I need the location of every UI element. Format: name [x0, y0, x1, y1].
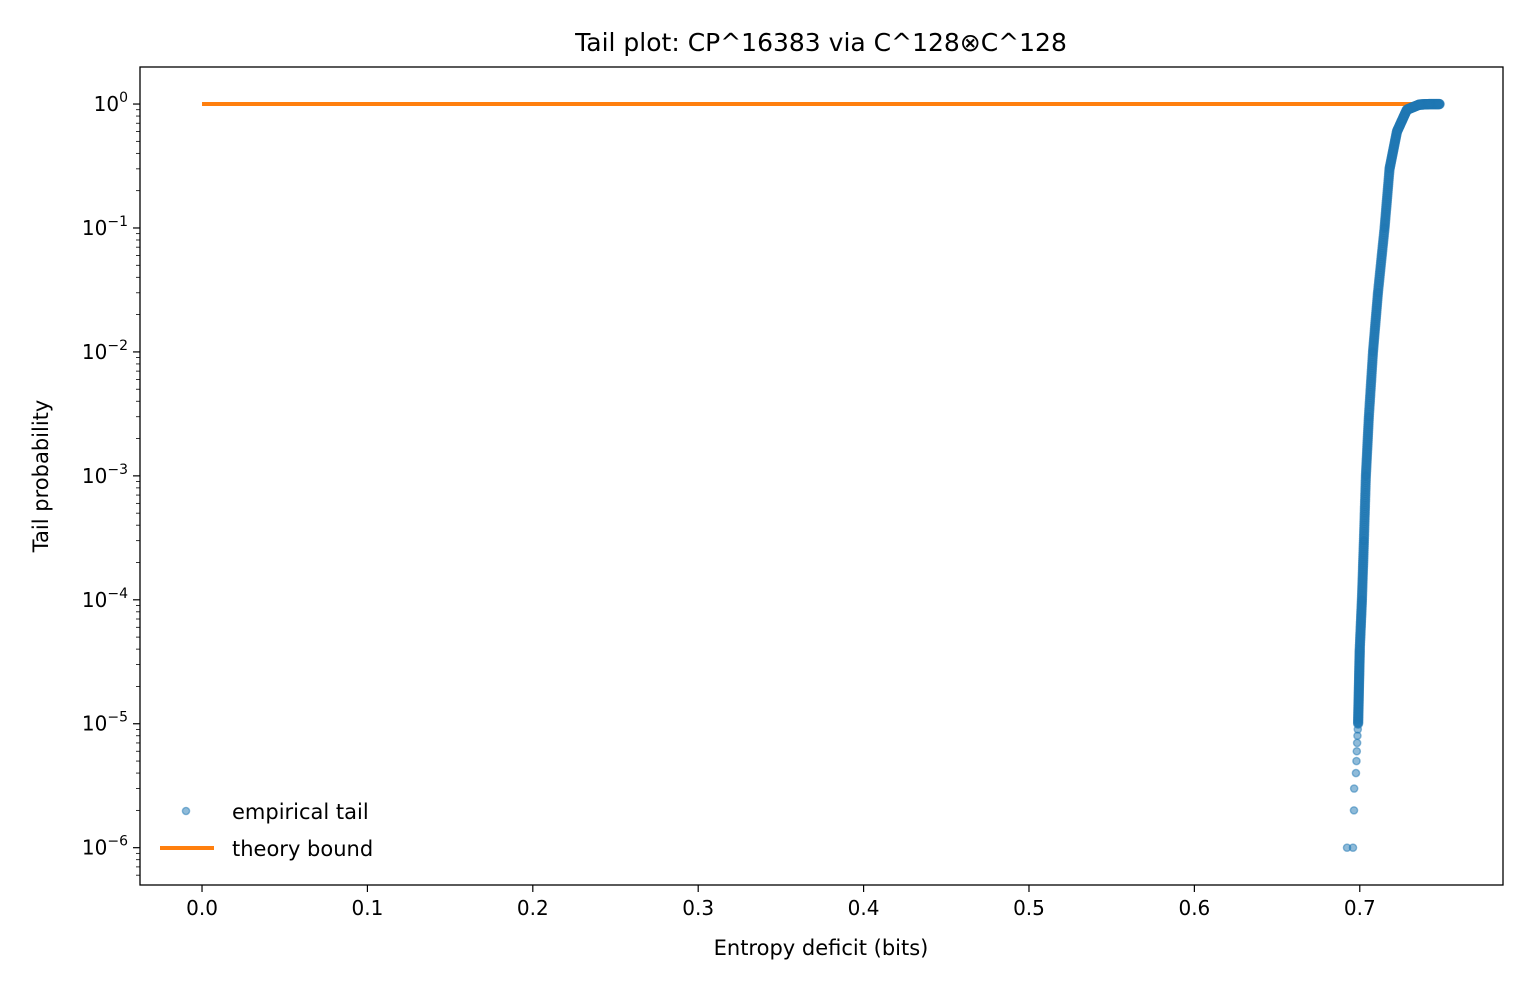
legend-marker-empirical	[181, 806, 191, 816]
y-tick-label: 10−2	[82, 338, 128, 364]
y-tick-label: 10−6	[82, 834, 128, 860]
chart-title: Tail plot: CP^16383 via C^128⊗C^128	[574, 28, 1067, 57]
x-tick-label: 0.0	[186, 896, 218, 920]
empirical-point	[1415, 100, 1424, 109]
empirical-point	[1357, 595, 1367, 605]
x-axis-label: Entropy deficit (bits)	[714, 936, 929, 960]
empirical-point	[1352, 746, 1362, 756]
empirical-point	[1352, 738, 1362, 748]
x-tick-label: 0.3	[682, 896, 714, 920]
y-axis-label: Tail probability	[29, 400, 53, 554]
y-tick-label: 10−1	[82, 214, 128, 240]
empirical-point	[1354, 682, 1364, 691]
legend: empirical tail theory bound	[160, 800, 373, 861]
y-tick-label: 10−3	[82, 462, 128, 488]
empirical-point	[1368, 347, 1378, 357]
x-tick-label: 0.2	[517, 896, 549, 920]
empirical-point	[1392, 127, 1402, 136]
legend-label-theory: theory bound	[232, 837, 373, 861]
empirical-point	[1385, 164, 1394, 174]
empirical-point	[1361, 471, 1371, 481]
plot-area	[202, 98, 1445, 852]
empirical-point	[1373, 288, 1383, 298]
empirical-point	[1348, 843, 1358, 852]
x-tick-label: 0.4	[848, 896, 880, 920]
y-axis: 100 10−1 10−2 10−3 10−4 10−5 10−6	[82, 90, 140, 876]
empirical-point	[1435, 99, 1445, 109]
empirical-point	[1349, 784, 1359, 793]
x-tick-label: 0.6	[1178, 896, 1210, 920]
empirical-point	[1402, 105, 1412, 115]
y-tick-label: 100	[94, 90, 128, 116]
legend-label-empirical: empirical tail	[232, 800, 369, 824]
empirical-point	[1359, 536, 1369, 545]
empirical-point	[1352, 756, 1361, 766]
x-tick-label: 0.5	[1013, 896, 1045, 920]
empirical-point	[1351, 768, 1361, 778]
empirical-point	[1380, 223, 1389, 233]
empirical-point	[1424, 99, 1434, 109]
empirical-point	[1353, 719, 1363, 729]
x-axis: 0.0 0.1 0.2 0.3 0.4 0.5 0.6 0.7	[186, 885, 1376, 920]
axes-frame	[139, 66, 1504, 886]
y-tick-label: 10−5	[82, 710, 128, 736]
x-tick-label: 0.1	[352, 896, 384, 920]
x-tick-label: 0.7	[1344, 896, 1376, 920]
empirical-point	[1364, 412, 1374, 422]
empirical-point	[1349, 806, 1359, 815]
y-tick-label: 10−4	[82, 586, 128, 612]
empirical-point	[1355, 644, 1365, 654]
